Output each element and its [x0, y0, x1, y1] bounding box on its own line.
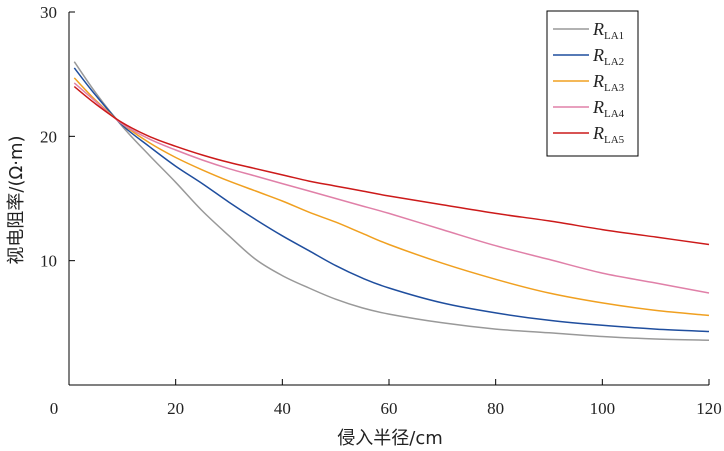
y-tick-label: 10 [40, 252, 57, 271]
axes [68, 11, 710, 386]
y-tick-label: 20 [40, 127, 57, 146]
series-lines [73, 61, 710, 341]
series-line-la5 [73, 86, 710, 246]
x-tick-label: 80 [487, 399, 504, 418]
x-tick-label: 60 [381, 399, 398, 418]
series-line-la1 [73, 61, 710, 341]
legend-entry-label: RLA5 [592, 123, 625, 146]
series-line-la2 [73, 67, 710, 333]
legend-box [546, 10, 639, 157]
x-axis-title: 侵入半径/cm [337, 428, 443, 449]
x-tick-label: 40 [274, 399, 291, 418]
x-tick-label: 20 [167, 399, 184, 418]
x-tick-label: 100 [590, 399, 616, 418]
legend-entry-label: RLA3 [592, 71, 625, 94]
legend-entry-label: RLA4 [592, 97, 625, 120]
x-tick-label: 0 [50, 399, 59, 418]
x-tick-label: 120 [696, 399, 722, 418]
tick-labels: 0 20 40 60 80 100 120 10 20 30 [40, 3, 722, 418]
series-line-la4 [73, 82, 710, 294]
y-axis-title: 视电阻率/(Ω·m) [6, 135, 27, 264]
y-tick-label: 30 [40, 3, 57, 22]
legend-entry-label: RLA2 [592, 45, 624, 68]
legend: RLA1 RLA2 RLA3 RLA4 RLA5 [546, 10, 639, 157]
legend-entry-label: RLA1 [592, 19, 624, 42]
series-line-la3 [73, 77, 710, 317]
